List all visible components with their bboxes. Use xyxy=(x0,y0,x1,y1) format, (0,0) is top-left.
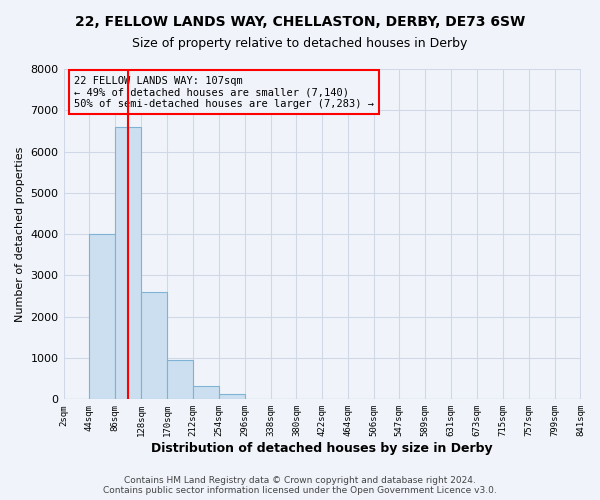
Bar xyxy=(193,386,219,400)
Bar xyxy=(167,360,193,400)
X-axis label: Distribution of detached houses by size in Derby: Distribution of detached houses by size … xyxy=(151,442,493,455)
Bar xyxy=(219,394,245,400)
Text: Size of property relative to detached houses in Derby: Size of property relative to detached ho… xyxy=(133,38,467,51)
Bar xyxy=(141,292,167,400)
Text: 22, FELLOW LANDS WAY, CHELLASTON, DERBY, DE73 6SW: 22, FELLOW LANDS WAY, CHELLASTON, DERBY,… xyxy=(75,15,525,29)
Bar xyxy=(89,234,115,400)
Y-axis label: Number of detached properties: Number of detached properties xyxy=(15,146,25,322)
Bar xyxy=(115,127,141,400)
Text: 22 FELLOW LANDS WAY: 107sqm
← 49% of detached houses are smaller (7,140)
50% of : 22 FELLOW LANDS WAY: 107sqm ← 49% of det… xyxy=(74,76,374,109)
Text: Contains HM Land Registry data © Crown copyright and database right 2024.
Contai: Contains HM Land Registry data © Crown c… xyxy=(103,476,497,495)
